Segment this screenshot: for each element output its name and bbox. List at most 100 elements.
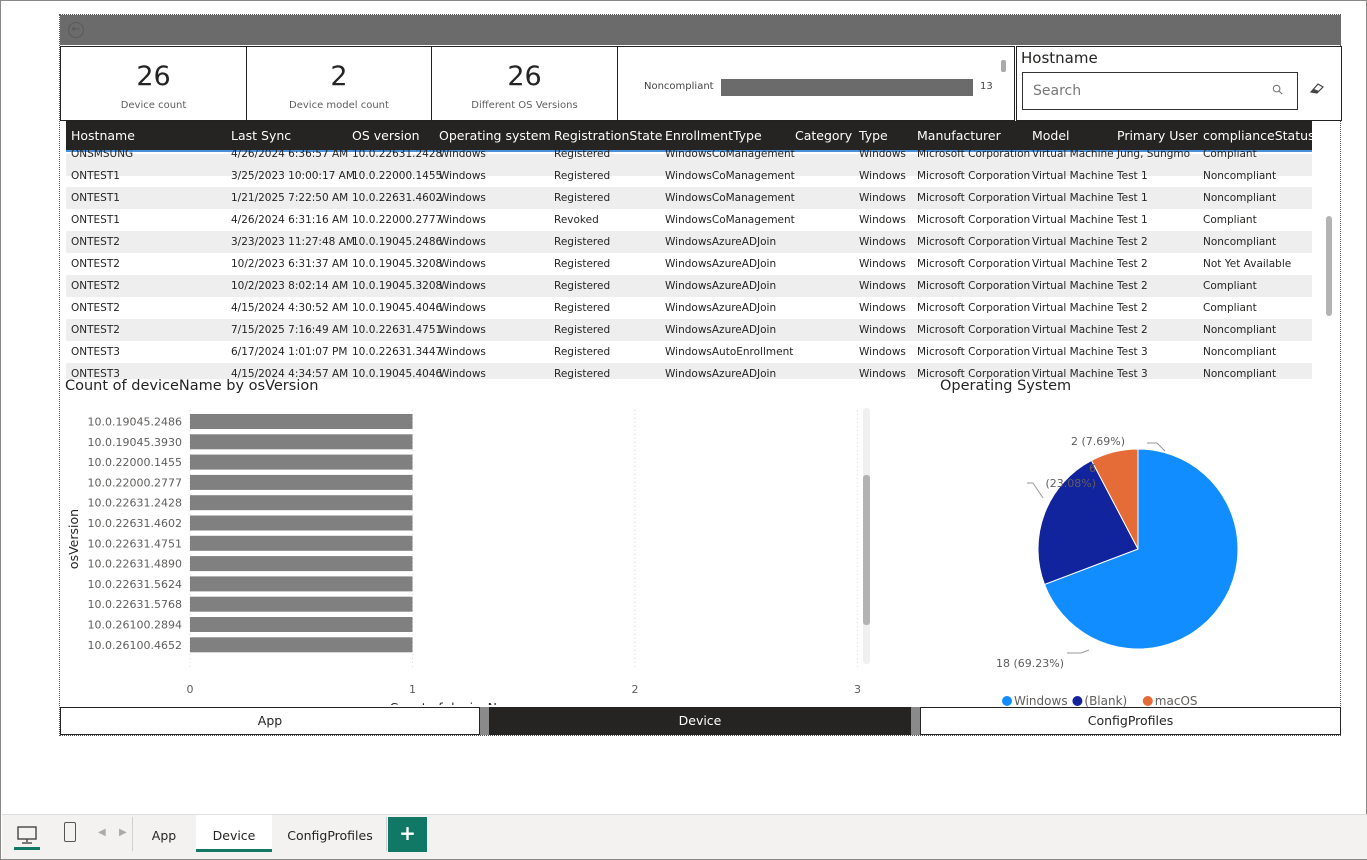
cell-operating-system: Windows xyxy=(439,148,486,160)
table-row[interactable]: ONTEST2 7/15/2025 7:16:49 AM 10.0.22631.47… xyxy=(66,319,1312,341)
bar[interactable] xyxy=(190,414,413,429)
col-header-manufacturer[interactable]: Manufacturer xyxy=(917,128,1001,143)
cell-last-sync: 3/23/2023 11:27:48 AM xyxy=(231,236,355,248)
table-header: Hostname Last Sync OS version Operating … xyxy=(66,121,1312,152)
table-row[interactable]: ONTEST3 6/17/2024 1:01:07 PM 10.0.22631.34… xyxy=(66,341,1312,363)
pie-slice-windows[interactable] xyxy=(1043,448,1239,650)
search-box[interactable] xyxy=(1022,72,1298,110)
col-header-type[interactable]: Type xyxy=(859,128,888,143)
add-page-button[interactable]: + xyxy=(388,817,427,852)
nav-separator xyxy=(911,707,920,735)
y-tick-label: 10.0.22631.2428 xyxy=(88,497,182,510)
cell-enrollment-type: WindowsAzureADJoin xyxy=(665,258,777,270)
bar[interactable] xyxy=(190,596,413,612)
cell-os-version: 10.0.19045.2486 xyxy=(352,236,443,248)
y-tick-label: 10.0.19045.2486 xyxy=(88,416,182,429)
table-row[interactable]: ONTEST2 10/2/2023 6:31:37 AM 10.0.19045.32… xyxy=(66,253,1312,275)
table-row[interactable]: ONTEST2 4/15/2024 4:30:52 AM 10.0.19045.40… xyxy=(66,297,1312,319)
col-header-operating-system[interactable]: Operating system xyxy=(439,128,551,143)
leader-line xyxy=(1147,442,1166,452)
compliance-scrollbar[interactable] xyxy=(1001,60,1006,72)
table-row[interactable]: ONTEST2 10/2/2023 8:02:14 AM 10.0.19045.32… xyxy=(66,275,1312,297)
col-header-hostname[interactable]: Hostname xyxy=(71,128,135,143)
table-row[interactable]: ONTEST2 3/23/2023 11:27:48 AM 10.0.19045.2… xyxy=(66,231,1312,253)
table-scrollbar[interactable] xyxy=(1326,216,1332,316)
data-label-macos: 2 (7.69%) xyxy=(1071,435,1125,448)
col-header-enrollment-type[interactable]: EnrollmentType xyxy=(665,128,762,143)
bar[interactable] xyxy=(190,515,413,531)
bar[interactable] xyxy=(190,474,413,490)
table-row[interactable]: ONTEST3 4/15/2024 4:34:57 AM 10.0.19045.40… xyxy=(66,363,1312,379)
bar-chart-scrollbar[interactable] xyxy=(863,475,870,625)
card-value: 26 xyxy=(507,61,542,92)
card-value: 2 xyxy=(330,61,348,92)
cell-manufacturer: Microsoft Corporation xyxy=(917,258,1031,270)
pie-slice-blank[interactable] xyxy=(1037,459,1139,586)
cell-model: Virtual Machine xyxy=(1032,236,1114,248)
bar[interactable] xyxy=(190,637,413,653)
device-count-card[interactable]: 26 Device count xyxy=(60,46,247,121)
bar[interactable] xyxy=(190,454,413,470)
bar[interactable] xyxy=(190,535,413,551)
cell-model: Virtual Machine xyxy=(1032,346,1114,358)
back-arrow-icon[interactable]: ← xyxy=(68,22,84,38)
clear-selections-eraser-icon[interactable] xyxy=(1309,82,1325,94)
page-tab-configprofiles[interactable]: ConfigProfiles xyxy=(287,828,373,843)
cell-operating-system: Windows xyxy=(439,302,486,314)
legend-item[interactable]: Windows xyxy=(1014,694,1068,708)
page-tab-app[interactable]: App xyxy=(151,828,177,843)
bar[interactable] xyxy=(190,495,413,511)
cell-os-version: 10.0.19045.4046 xyxy=(352,368,443,379)
cell-model: Virtual Machine xyxy=(1032,368,1114,379)
device-model-count-card[interactable]: 2 Device model count xyxy=(246,46,432,121)
cell-primary-user: Test 2 xyxy=(1117,280,1148,292)
nav-button-configprofiles[interactable]: ConfigProfiles xyxy=(920,707,1341,735)
cell-hostname: ONTEST2 xyxy=(71,280,120,292)
cell-compliance-status: Noncompliant xyxy=(1203,236,1277,248)
y-tick-label: 10.0.19045.3930 xyxy=(88,436,182,449)
col-header-compliance-status[interactable]: complianceStatus xyxy=(1203,128,1312,143)
cell-primary-user: Test 3 xyxy=(1117,368,1148,379)
compliance-bar-card[interactable]: Noncompliant 13 xyxy=(617,46,1015,121)
desktop-view-icon[interactable] xyxy=(16,825,38,845)
nav-button-app[interactable]: App xyxy=(60,707,480,735)
col-header-model[interactable]: Model xyxy=(1032,128,1070,143)
cell-operating-system: Windows xyxy=(439,324,486,336)
col-header-os-version[interactable]: OS version xyxy=(352,128,420,143)
pie-slice-macos[interactable] xyxy=(1090,448,1139,550)
legend-item[interactable]: (Blank) xyxy=(1084,694,1127,708)
table-row[interactable]: ONTEST1 4/26/2024 6:31:16 AM 10.0.22000.27… xyxy=(66,209,1312,231)
cell-model: Virtual Machine xyxy=(1032,214,1114,226)
table-row[interactable]: ONTEST1 3/25/2023 10:00:17 AM 10.0.22000.1… xyxy=(66,165,1312,187)
col-header-registration-state[interactable]: RegistrationState xyxy=(554,128,663,143)
os-versions-card[interactable]: 26 Different OS Versions xyxy=(431,46,618,121)
table-row[interactable]: ONSMSUNG 4/26/2024 6:36:57 AM 10.0.22631.2… xyxy=(66,148,1312,176)
compliance-bar[interactable] xyxy=(721,79,973,96)
page-tab-device[interactable]: Device xyxy=(196,815,272,852)
data-label-blank-pct: (23.08%) xyxy=(1045,477,1096,490)
bar[interactable] xyxy=(190,576,413,592)
table-row[interactable]: ONTEST1 1/21/2025 7:22:50 AM 10.0.22631.46… xyxy=(66,187,1312,209)
bar[interactable] xyxy=(190,556,413,572)
cell-hostname: ONTEST3 xyxy=(71,368,120,379)
hostname-slicer: Hostname xyxy=(1016,46,1342,121)
cell-model: Virtual Machine xyxy=(1032,302,1114,314)
cell-model: Virtual Machine xyxy=(1032,258,1114,270)
chevron-right-icon[interactable]: ▶ xyxy=(119,827,127,838)
chevron-left-icon[interactable]: ◀ xyxy=(98,827,106,838)
bar[interactable] xyxy=(190,434,413,450)
col-header-category[interactable]: Category xyxy=(795,128,853,143)
cell-compliance-status: Noncompliant xyxy=(1203,368,1277,379)
mobile-view-icon[interactable] xyxy=(64,822,76,842)
nav-button-device[interactable]: Device xyxy=(489,707,911,735)
cell-compliance-status: Compliant xyxy=(1203,214,1257,226)
col-header-last-sync[interactable]: Last Sync xyxy=(231,128,292,143)
data-label-blank: 6 xyxy=(1089,462,1096,475)
search-input[interactable] xyxy=(1023,73,1253,109)
cell-hostname: ONTEST1 xyxy=(71,170,120,182)
search-icon[interactable] xyxy=(1272,84,1283,95)
legend-item[interactable]: macOS xyxy=(1155,694,1198,708)
cell-type: Windows xyxy=(859,192,906,204)
col-header-primary-user[interactable]: Primary User xyxy=(1117,128,1198,143)
bar[interactable] xyxy=(190,617,413,632)
